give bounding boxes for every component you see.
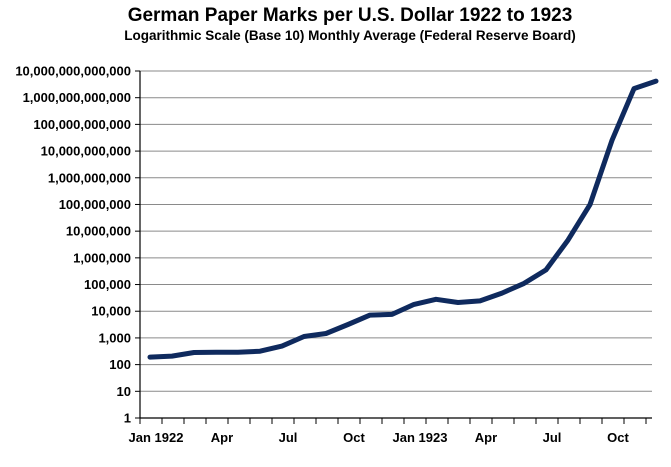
data-point [346, 322, 351, 327]
y-tick-label: 10,000,000 [66, 224, 131, 239]
y-tick-label: 10 [117, 384, 131, 399]
data-point [280, 344, 285, 349]
chart-title: German Paper Marks per U.S. Dollar 1922 … [128, 5, 573, 26]
x-tick-label: Jul [279, 430, 298, 445]
y-tick-label: 10,000 [91, 304, 131, 319]
series-line-marks-per-dollar [147, 78, 659, 360]
data-point [522, 281, 527, 286]
chart-subtitle: Logarithmic Scale (Base 10) Monthly Aver… [124, 28, 575, 43]
y-tick-label: 10,000,000,000,000 [15, 64, 131, 79]
y-tick-label: 1,000,000,000 [48, 170, 131, 185]
x-tick-label: Jan 1923 [393, 430, 448, 445]
data-point [434, 297, 439, 302]
data-point [544, 267, 549, 272]
data-point [302, 334, 307, 339]
data-point [500, 291, 505, 296]
data-point [236, 350, 241, 355]
data-point [610, 138, 615, 143]
data-point [478, 298, 483, 303]
x-tick-label: Apr [211, 430, 233, 445]
y-tick-label: 1,000 [98, 330, 131, 345]
y-tick-label: 1,000,000,000,000 [23, 90, 131, 105]
data-point [654, 79, 659, 84]
data-point [456, 300, 461, 305]
x-tick-label: Jan 1922 [129, 430, 184, 445]
data-point [324, 331, 329, 336]
data-point [258, 349, 263, 354]
x-tick-labels: Jan 1922 Apr Jul Oct Jan 1923 Apr Jul Oct [129, 430, 630, 445]
data-point [412, 302, 417, 307]
data-point [214, 350, 219, 355]
x-tick-label: Jul [543, 430, 562, 445]
x-tick-label: Oct [343, 430, 365, 445]
data-point [170, 354, 175, 359]
data-point [632, 86, 637, 91]
y-tick-label: 1 [124, 411, 131, 426]
data-point [148, 355, 153, 360]
y-tick-label: 100,000,000 [59, 197, 131, 212]
x-tick-label: Oct [607, 430, 629, 445]
y-tick-labels: 1 10 100 1,000 10,000 100,000 1,000,000 10,000,… [15, 64, 131, 426]
y-tick-label: 10,000,000,000 [41, 144, 131, 159]
data-point [588, 202, 593, 207]
data-point [566, 238, 571, 243]
y-tick-label: 1,000,000 [73, 250, 131, 265]
series [147, 78, 659, 360]
y-tick-label: 100,000 [84, 277, 131, 292]
data-point [192, 350, 197, 355]
data-point [368, 313, 373, 318]
y-tick-label: 100,000,000,000 [33, 117, 131, 132]
data-point [390, 312, 395, 317]
x-tick-label: Apr [475, 430, 497, 445]
axes [135, 70, 652, 424]
grid-lines [140, 70, 652, 392]
y-tick-label: 100 [109, 357, 131, 372]
